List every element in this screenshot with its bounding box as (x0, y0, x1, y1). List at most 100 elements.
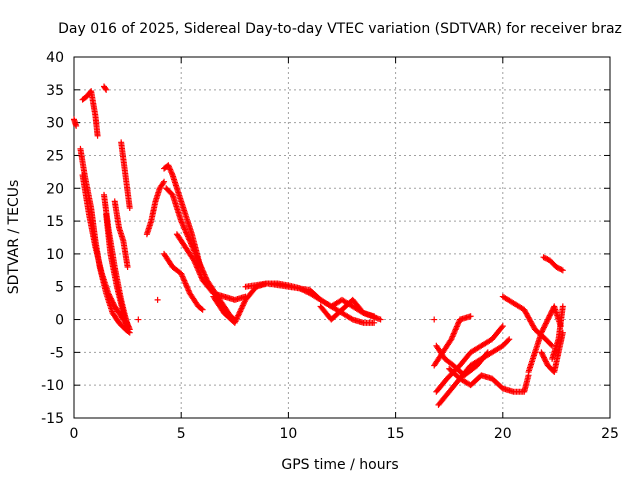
data-point-marker (540, 325, 547, 332)
data-point-marker (483, 350, 490, 357)
y-tick-label: -5 (50, 345, 64, 361)
data-point-marker (106, 292, 113, 299)
data-point-marker (377, 316, 384, 323)
data-series-arc22 (433, 323, 506, 395)
data-point-marker (371, 319, 378, 326)
data-point-marker (542, 320, 549, 327)
y-tick-label: 25 (46, 148, 64, 164)
data-point-marker (105, 291, 112, 298)
data-point-marker (73, 122, 80, 129)
data-series-arc5 (101, 83, 110, 93)
data-series-arc25 (446, 365, 532, 395)
data-point-marker (484, 349, 491, 356)
data-point-marker (546, 312, 553, 319)
data-point-marker (544, 316, 551, 323)
data-point-marker (135, 316, 142, 323)
data-point-marker (199, 306, 206, 313)
y-tick-label: 20 (46, 181, 64, 197)
data-point-marker (541, 323, 548, 330)
data-point-marker (431, 316, 438, 323)
x-tick-label: 5 (177, 426, 186, 442)
data-point-marker (105, 290, 112, 297)
data-series-arc21 (431, 313, 474, 369)
data-point-marker (544, 317, 551, 324)
y-tick-label: 40 (46, 50, 64, 66)
data-point-marker (499, 323, 506, 330)
data-series-arc28 (540, 254, 566, 274)
chart-title: Day 016 of 2025, Sidereal Day-to-day VTE… (58, 21, 622, 37)
data-point-marker (558, 266, 565, 273)
data-point-marker (124, 264, 131, 271)
x-tick-label: 15 (387, 426, 405, 442)
data-series-arc15 (161, 250, 206, 313)
data-point-marker (539, 350, 546, 357)
data-series-arc10 (135, 316, 142, 323)
y-axis-label: SDTVAR / TECUs (6, 180, 22, 295)
data-points (71, 83, 566, 408)
data-series-arc7 (103, 211, 133, 333)
x-axis-label: GPS time / hours (281, 457, 398, 473)
x-tick-label: 20 (494, 426, 512, 442)
data-series-arc27 (525, 303, 564, 376)
data-series-arc30 (549, 303, 566, 362)
data-point-marker (541, 355, 548, 362)
data-point-marker (543, 319, 550, 326)
data-point-marker (542, 357, 549, 364)
data-point-marker (161, 178, 168, 185)
data-series-arc9 (118, 139, 133, 211)
y-tick-label: 35 (46, 83, 64, 99)
data-point-marker (108, 296, 115, 303)
y-tick-label: 5 (55, 280, 64, 296)
x-tick-label: 10 (279, 426, 297, 442)
data-series-arc29 (538, 329, 566, 376)
data-point-marker (126, 204, 133, 211)
data-series-arc4 (79, 88, 101, 139)
axis-ticks: 0 5 10 15 20 25 -15 -10 -5 0 5 10 15 20 25 30 35 40 (41, 50, 619, 442)
data-point-marker (543, 359, 550, 366)
data-point-marker (154, 296, 161, 303)
data-point-marker (540, 353, 547, 360)
y-tick-label: 10 (46, 247, 64, 263)
data-point-marker (538, 329, 545, 336)
data-point-marker (467, 313, 474, 320)
y-tick-label: 30 (46, 116, 64, 132)
y-tick-label: 0 (55, 313, 64, 329)
data-point-marker (160, 180, 167, 187)
data-point-marker (506, 336, 513, 343)
data-point-marker (505, 337, 512, 344)
data-point-marker (547, 311, 554, 318)
data-series-arc1 (71, 116, 80, 129)
data-point-marker (198, 305, 205, 312)
data-point-marker (548, 309, 555, 316)
data-point-marker (348, 315, 355, 322)
data-point-marker (109, 298, 116, 305)
data-point-marker (109, 299, 116, 306)
data-series-arc8 (111, 198, 131, 271)
data-point-marker (110, 300, 117, 307)
data-series-arc16 (173, 231, 249, 303)
data-series-arc19 (317, 296, 384, 323)
data-point-marker (126, 326, 133, 333)
data-point-marker (546, 313, 553, 320)
data-point-marker (545, 315, 552, 322)
plot-frame (73, 56, 611, 419)
data-series-arc3 (79, 172, 131, 330)
data-point-marker (539, 328, 546, 335)
x-tick-label: 25 (601, 426, 619, 442)
data-point-marker (538, 349, 545, 356)
data-point-marker (540, 354, 547, 361)
data-point-marker (540, 324, 547, 331)
data-point-marker (94, 132, 101, 139)
data-series-arc11 (154, 296, 161, 303)
y-tick-label: -15 (41, 411, 64, 427)
data-point-marker (548, 308, 555, 315)
data-series-arc24 (433, 342, 491, 379)
data-point-marker (539, 327, 546, 334)
data-point-marker (542, 358, 549, 365)
data-point-marker (498, 324, 505, 331)
data-point-marker (103, 86, 110, 93)
data-point-marker (107, 295, 114, 302)
data-point-marker (548, 341, 555, 348)
data-point-marker (539, 351, 546, 358)
